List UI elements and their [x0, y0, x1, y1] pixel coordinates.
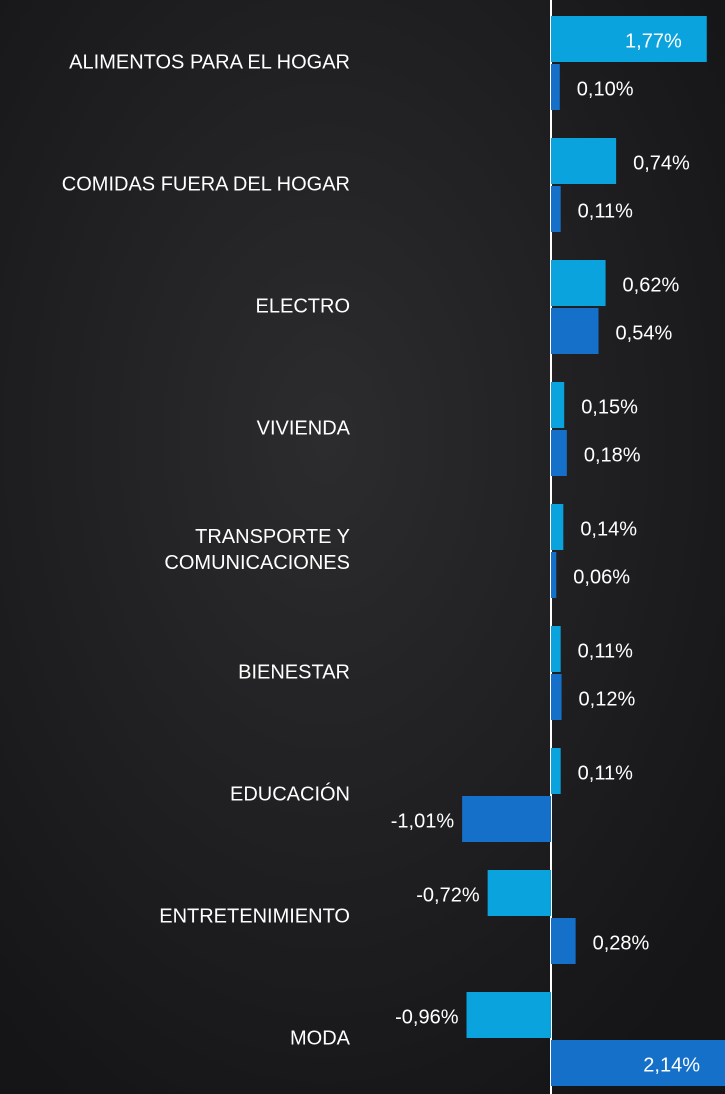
category-label: VIVIENDA — [257, 417, 351, 439]
value-label: 0,10% — [577, 78, 634, 100]
bar — [551, 308, 599, 354]
value-label: 0,18% — [584, 444, 641, 466]
category-label: ELECTRO — [256, 295, 350, 317]
value-label: 0,11% — [578, 762, 633, 784]
value-label: 0,62% — [623, 274, 680, 296]
bar — [551, 674, 562, 720]
category-label: EDUCACIÓN — [230, 782, 350, 805]
bar — [551, 626, 561, 672]
value-label: 0,11% — [578, 640, 633, 662]
value-label: 0,12% — [579, 688, 636, 710]
bar — [551, 260, 606, 306]
value-label: -1,01% — [391, 810, 455, 832]
bar — [551, 186, 561, 232]
bar — [551, 504, 564, 550]
value-label: -0,72% — [416, 884, 480, 906]
bar — [551, 430, 567, 476]
bar — [551, 16, 707, 62]
category-label: MODA — [290, 1027, 351, 1049]
bar — [551, 382, 565, 428]
value-label: -0,96% — [395, 1006, 459, 1028]
bar — [551, 64, 560, 110]
bar — [551, 552, 557, 598]
category-label: ENTRETENIMIENTO — [159, 905, 350, 927]
value-label: 0,74% — [633, 152, 690, 174]
bar — [487, 870, 551, 916]
value-label: 1,77% — [625, 30, 682, 52]
category-label: BIENESTAR — [238, 661, 350, 683]
bar — [551, 1040, 725, 1086]
bar — [551, 138, 617, 184]
value-label: 0,28% — [593, 932, 650, 954]
category-label: TRANSPORTE Y COMUNICACIONES — [164, 526, 350, 574]
value-label: 0,54% — [616, 322, 673, 344]
bar — [551, 918, 576, 964]
value-label: 2,14% — [643, 1054, 700, 1076]
bar — [551, 748, 561, 794]
value-label: 0,11% — [578, 200, 633, 222]
value-label: 0,06% — [573, 566, 630, 588]
value-label: 0,14% — [580, 518, 637, 540]
category-label: COMIDAS FUERA DEL HOGAR — [62, 173, 350, 195]
bar — [462, 796, 551, 842]
bar — [466, 992, 551, 1038]
value-label: 0,15% — [581, 396, 638, 418]
category-label: ALIMENTOS PARA EL HOGAR — [69, 51, 350, 73]
